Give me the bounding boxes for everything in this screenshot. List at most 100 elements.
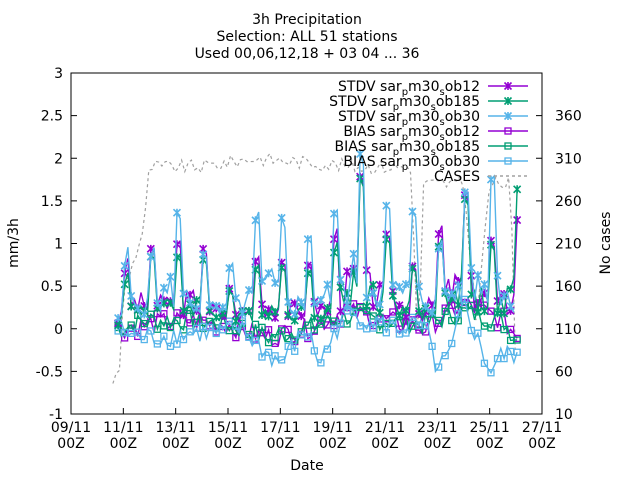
data-point <box>134 328 142 336</box>
x-tick-label: 00Z <box>57 436 84 452</box>
data-point <box>264 338 273 347</box>
data-point <box>284 310 293 319</box>
data-point <box>258 353 266 361</box>
series-layer <box>112 149 522 384</box>
data-point <box>330 324 338 333</box>
data-point <box>448 339 456 348</box>
data-point <box>146 252 155 261</box>
data-point <box>369 324 377 332</box>
x-tick-label: 17/11 <box>260 420 300 436</box>
data-point <box>257 276 267 286</box>
data-point <box>277 213 286 222</box>
data-point <box>258 323 266 332</box>
x-tick-label: 13/11 <box>155 420 195 436</box>
legend-marker <box>504 157 512 165</box>
data-point <box>369 280 378 289</box>
data-point <box>336 319 345 327</box>
data-point <box>447 289 456 298</box>
data-point <box>192 304 201 313</box>
y2-tick-label: 310 <box>555 151 582 167</box>
data-point <box>362 293 371 302</box>
data-point <box>166 272 175 281</box>
legend-label-part: m30 <box>408 154 439 170</box>
y-tick-label: 2 <box>54 151 63 167</box>
x-tick-label: 00Z <box>214 436 241 452</box>
data-point <box>316 314 325 323</box>
data-point <box>513 215 522 225</box>
data-point <box>376 318 384 326</box>
data-point <box>153 340 162 348</box>
data-point <box>500 325 508 334</box>
data-point <box>395 282 404 291</box>
data-point <box>303 235 312 244</box>
data-point <box>244 286 253 295</box>
data-point <box>140 319 148 328</box>
data-point <box>499 309 509 318</box>
legend-marker <box>504 142 512 150</box>
legend-label-part: m30 <box>399 139 430 155</box>
legend-label-part: ob185 <box>436 139 480 155</box>
data-point <box>244 306 253 315</box>
data-point <box>499 291 509 300</box>
data-point <box>486 175 496 184</box>
data-point <box>454 281 463 290</box>
data-point <box>474 329 482 337</box>
data-point <box>487 369 495 377</box>
data-point <box>310 347 319 355</box>
data-point <box>179 335 188 344</box>
legend-label-part: ob12 <box>445 124 480 140</box>
data-point <box>238 309 247 318</box>
y-tick-label: 1.5 <box>41 194 63 210</box>
legend-label-part: m30 <box>399 94 430 110</box>
y-tick-label: 2.5 <box>41 109 63 125</box>
data-point <box>310 326 319 334</box>
x-tick-label: 11/11 <box>103 420 143 436</box>
x-tick-label: 27/11 <box>522 420 562 436</box>
legend-marker <box>504 127 512 135</box>
y-tick-label: 0.5 <box>41 279 63 295</box>
x-tick-label: 00Z <box>267 436 294 452</box>
data-point <box>342 300 352 310</box>
legend-label: STDV sarpm30sob12 <box>338 79 480 98</box>
x-tick-label: 21/11 <box>365 420 405 436</box>
data-point <box>375 300 384 309</box>
data-point <box>382 235 391 244</box>
data-point <box>401 280 410 289</box>
data-point <box>441 287 450 296</box>
y2-tick-label: 210 <box>555 237 582 253</box>
data-point <box>329 209 339 218</box>
data-point <box>290 309 299 319</box>
data-point <box>513 348 521 356</box>
legend-label-part: ob185 <box>436 94 480 110</box>
y-tick-label: -1 <box>49 407 63 423</box>
data-point <box>421 302 430 311</box>
data-point <box>323 303 332 313</box>
data-point <box>329 248 339 257</box>
x-tick-label: 19/11 <box>312 420 352 436</box>
legend-label: BIAS sarpm30sob185 <box>335 139 481 158</box>
data-point <box>460 188 469 197</box>
data-point <box>369 288 378 298</box>
x-tick-label: 00Z <box>528 436 555 452</box>
data-point <box>172 240 182 249</box>
data-point <box>120 261 129 270</box>
data-point <box>231 317 240 326</box>
legend-label: BIAS sarpm30sob12 <box>343 124 480 143</box>
title-line-3: Used 00,06,12,18 + 03 04 ... 36 <box>195 46 420 62</box>
data-point <box>127 321 135 329</box>
data-point <box>172 208 182 217</box>
legend-label-part: STDV sar <box>329 94 393 110</box>
data-point <box>140 335 148 344</box>
data-point <box>231 294 240 303</box>
data-point <box>388 280 397 289</box>
legend-label-part: s <box>431 102 436 113</box>
data-point <box>114 321 123 330</box>
y-tick-label: 1 <box>54 237 63 253</box>
y2-tick-label: 160 <box>555 279 582 295</box>
x-tick-label: 00Z <box>162 436 189 452</box>
legend-label-part: BIAS sar <box>343 154 402 170</box>
data-point <box>160 310 168 318</box>
data-point <box>349 249 358 258</box>
y2-tick-label: 60 <box>555 364 573 380</box>
legend-label-part: s <box>440 132 445 143</box>
